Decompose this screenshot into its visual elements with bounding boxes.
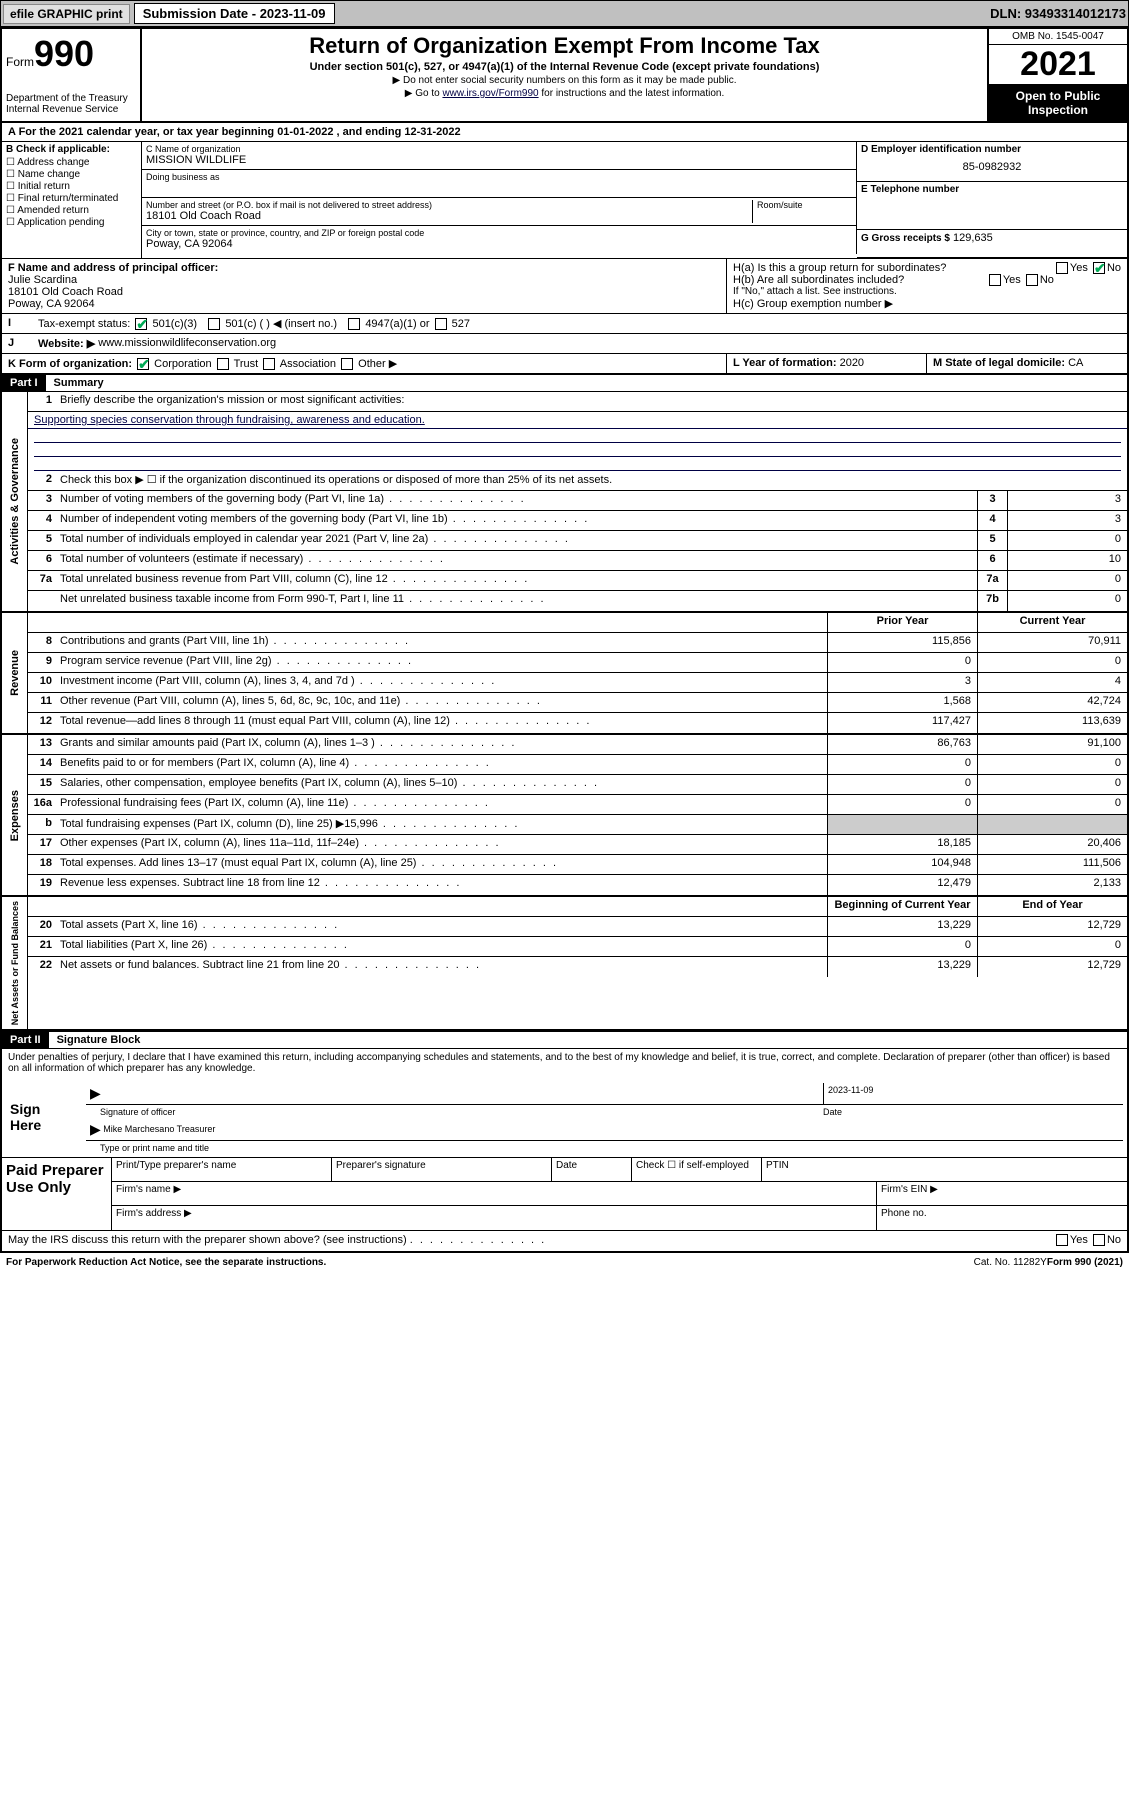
ein-value: 85-0982932 (861, 155, 1123, 179)
table-row: 12Total revenue—add lines 8 through 11 (… (28, 713, 1127, 733)
table-row: 7aTotal unrelated business revenue from … (28, 571, 1127, 591)
page-footer: For Paperwork Reduction Act Notice, see … (0, 1253, 1129, 1272)
part-i-header: Part I Summary (2, 374, 1127, 392)
table-row: bTotal fundraising expenses (Part IX, co… (28, 815, 1127, 835)
discuss-no[interactable] (1093, 1234, 1105, 1246)
table-row: 21Total liabilities (Part X, line 26)00 (28, 937, 1127, 957)
efile-print-button[interactable]: efile GRAPHIC print (3, 4, 130, 24)
may-irs-discuss: May the IRS discuss this return with the… (2, 1231, 1127, 1251)
table-row: 9Program service revenue (Part VIII, lin… (28, 653, 1127, 673)
row-j-website: J Website: ▶ www.missionwildlifeconserva… (2, 334, 1127, 354)
instructions-link-row: ▶ Go to www.irs.gov/Form990 for instruct… (146, 88, 983, 99)
dept-treasury: Department of the Treasury (6, 93, 136, 104)
form-number: Form990 (6, 33, 136, 75)
row-k-l-m: K Form of organization: Corporation Trus… (2, 354, 1127, 374)
form-header: Form990 Department of the Treasury Inter… (2, 29, 1127, 123)
form-990-container: Form990 Department of the Treasury Inter… (0, 27, 1129, 1253)
row-f-h: F Name and address of principal officer:… (2, 259, 1127, 314)
officer-signed-name: Mike Marchesano Treasurer (103, 1124, 215, 1134)
ha-yes[interactable] (1056, 262, 1068, 274)
chk-501c[interactable] (208, 318, 220, 330)
gross-receipts: 129,635 (953, 232, 993, 244)
table-row: 15Salaries, other compensation, employee… (28, 775, 1127, 795)
section-revenue: Revenue Prior YearCurrent Year 8Contribu… (2, 613, 1127, 735)
table-row: 18Total expenses. Add lines 13–17 (must … (28, 855, 1127, 875)
omb-number: OMB No. 1545-0047 (989, 29, 1127, 45)
submission-date: Submission Date - 2023-11-09 (134, 3, 335, 24)
table-row: 14Benefits paid to or for members (Part … (28, 755, 1127, 775)
ha-no[interactable] (1093, 262, 1105, 274)
chk-assoc[interactable] (263, 358, 275, 370)
table-row: 6Total number of volunteers (estimate if… (28, 551, 1127, 571)
row-i-tax-status: I Tax-exempt status: 501(c)(3) 501(c) ( … (2, 314, 1127, 334)
table-row: 5Total number of individuals employed in… (28, 531, 1127, 551)
table-row: 3Number of voting members of the governi… (28, 491, 1127, 511)
dln-number: DLN: 93493314012173 (990, 6, 1126, 21)
org-name: MISSION WILDLIFE (146, 154, 852, 166)
part-ii-header: Part II Signature Block (2, 1031, 1127, 1049)
row-a-tax-year: A For the 2021 calendar year, or tax yea… (2, 123, 1127, 142)
instructions-link[interactable]: www.irs.gov/Form990 (442, 88, 538, 99)
section-governance: Activities & Governance 1Briefly describ… (2, 392, 1127, 613)
table-row: 11Other revenue (Part VIII, column (A), … (28, 693, 1127, 713)
table-row: 20Total assets (Part X, line 16)13,22912… (28, 917, 1127, 937)
chk-amended[interactable]: ☐ Amended return (6, 205, 137, 216)
entity-grid: B Check if applicable: ☐ Address change … (2, 142, 1127, 259)
section-net-assets: Net Assets or Fund Balances Beginning of… (2, 897, 1127, 1031)
table-row: 19Revenue less expenses. Subtract line 1… (28, 875, 1127, 895)
form-title: Return of Organization Exempt From Incom… (146, 33, 983, 59)
hb-yes[interactable] (989, 274, 1001, 286)
chk-corp[interactable] (137, 358, 149, 370)
irs-label: Internal Revenue Service (6, 104, 136, 115)
table-row: Net unrelated business taxable income fr… (28, 591, 1127, 611)
chk-name-change[interactable]: ☐ Name change (6, 169, 137, 180)
city-state-zip: Poway, CA 92064 (146, 238, 852, 250)
officer-name: Julie Scardina (8, 274, 77, 286)
perjury-declaration: Under penalties of perjury, I declare th… (2, 1049, 1127, 1077)
year-formation: 2020 (840, 357, 864, 369)
table-row: 17Other expenses (Part IX, column (A), l… (28, 835, 1127, 855)
chk-address-change[interactable]: ☐ Address change (6, 157, 137, 168)
open-public-badge: Open to Public Inspection (989, 85, 1127, 121)
sign-here-block: Sign Here ▶2023-11-09 Signature of offic… (2, 1077, 1127, 1158)
chk-final-return[interactable]: ☐ Final return/terminated (6, 193, 137, 204)
state-domicile: CA (1068, 357, 1083, 369)
chk-4947[interactable] (348, 318, 360, 330)
chk-other[interactable] (341, 358, 353, 370)
section-expenses: Expenses 13Grants and similar amounts pa… (2, 735, 1127, 897)
table-row: 10Investment income (Part VIII, column (… (28, 673, 1127, 693)
table-row: 22Net assets or fund balances. Subtract … (28, 957, 1127, 977)
table-row: 13Grants and similar amounts paid (Part … (28, 735, 1127, 755)
col-b-checkboxes: B Check if applicable: ☐ Address change … (2, 142, 142, 258)
col-d-ein: D Employer identification number85-09829… (857, 142, 1127, 258)
paid-preparer-block: Paid Preparer Use Only Print/Type prepar… (2, 1158, 1127, 1231)
hb-no[interactable] (1026, 274, 1038, 286)
street-address: 18101 Old Coach Road (146, 210, 752, 222)
website-url[interactable]: www.missionwildlifeconservation.org (98, 337, 276, 350)
col-c-name-address: C Name of organizationMISSION WILDLIFE D… (142, 142, 857, 258)
chk-trust[interactable] (217, 358, 229, 370)
ssn-warning: ▶ Do not enter social security numbers o… (146, 75, 983, 86)
table-row: 16aProfessional fundraising fees (Part I… (28, 795, 1127, 815)
chk-initial-return[interactable]: ☐ Initial return (6, 181, 137, 192)
chk-527[interactable] (435, 318, 447, 330)
discuss-yes[interactable] (1056, 1234, 1068, 1246)
table-row: 8Contributions and grants (Part VIII, li… (28, 633, 1127, 653)
chk-app-pending[interactable]: ☐ Application pending (6, 217, 137, 228)
form-subtitle: Under section 501(c), 527, or 4947(a)(1)… (146, 61, 983, 73)
sig-date: 2023-11-09 (823, 1083, 1123, 1104)
top-toolbar: efile GRAPHIC print Submission Date - 20… (0, 0, 1129, 27)
table-row: 4Number of independent voting members of… (28, 511, 1127, 531)
mission-text: Supporting species conservation through … (28, 412, 1127, 429)
chk-501c3[interactable] (135, 318, 147, 330)
tax-year: 2021 (989, 45, 1127, 85)
